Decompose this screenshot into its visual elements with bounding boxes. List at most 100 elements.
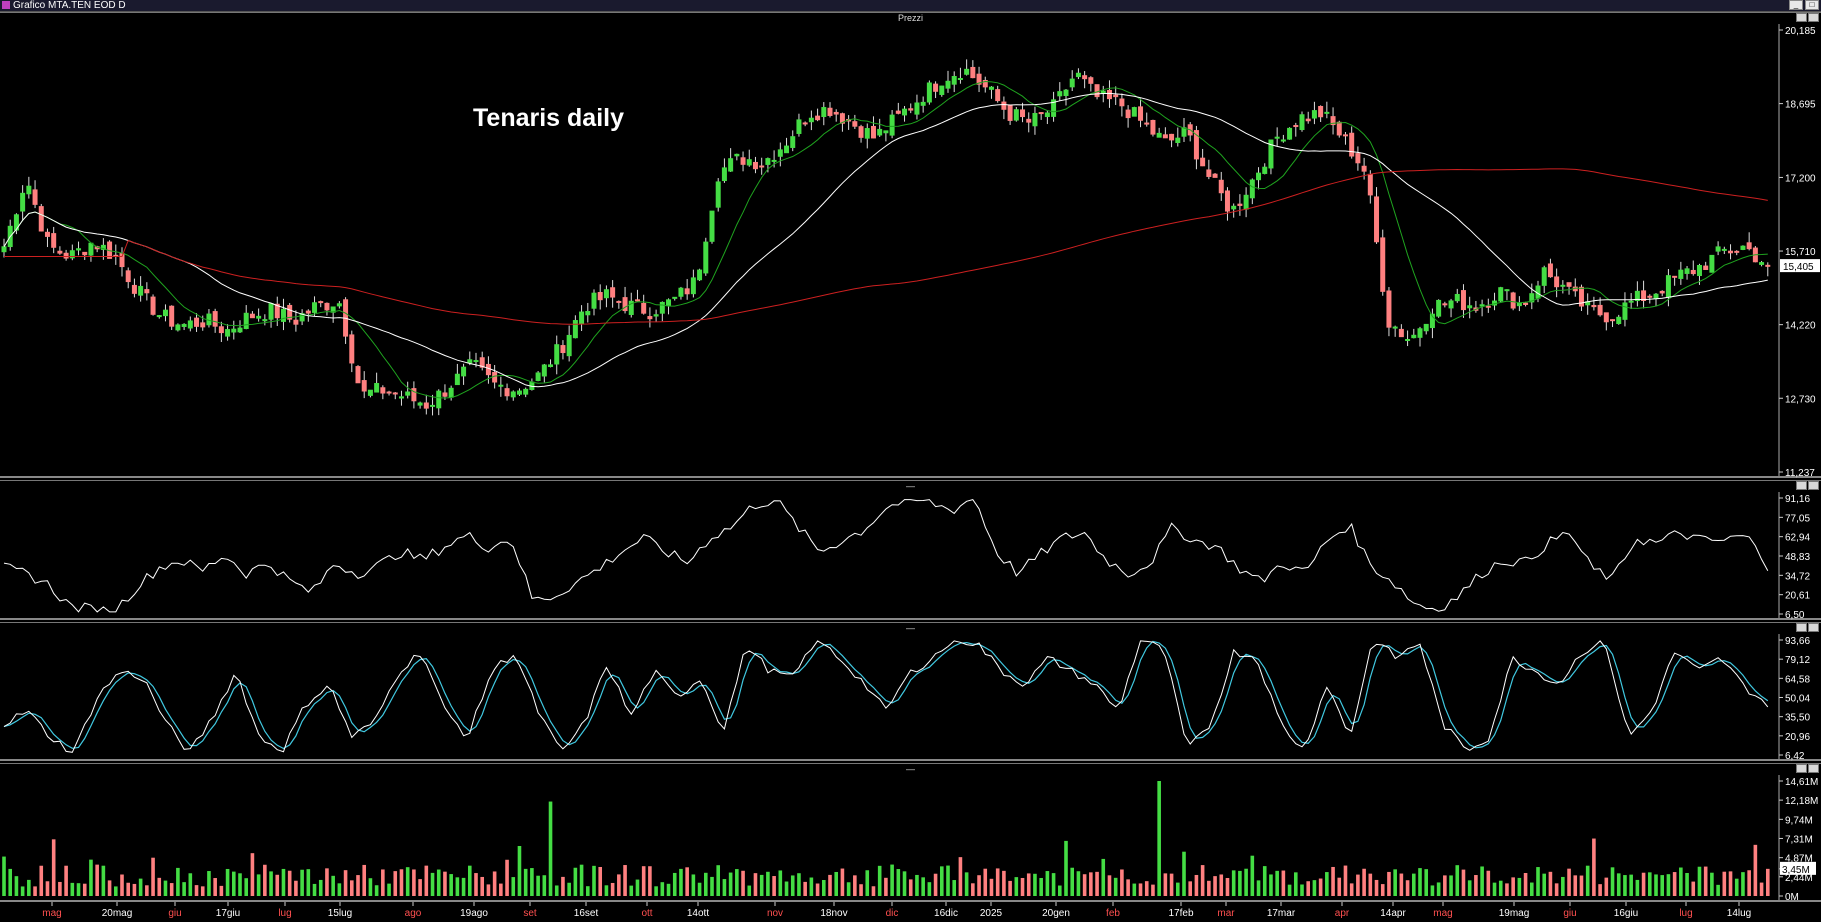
volume-bar <box>1269 874 1273 896</box>
candle-body <box>1634 290 1640 302</box>
candle-body <box>535 372 541 381</box>
volume-bar <box>1498 880 1503 896</box>
volume-bar <box>1523 873 1528 896</box>
volume-bar <box>120 874 124 896</box>
candle-body <box>467 359 473 364</box>
volume-bar <box>958 857 963 896</box>
pane-maximize-button[interactable] <box>1808 13 1819 22</box>
candle-body <box>1013 109 1019 121</box>
volume-bar <box>244 878 249 896</box>
last-price-label: 15,405 <box>1783 262 1814 273</box>
candle-body <box>1578 286 1584 307</box>
candle-body <box>1342 134 1348 137</box>
volume-bar <box>1716 884 1720 896</box>
candle-body <box>653 314 659 317</box>
volume-bar <box>908 879 913 896</box>
volume-bar <box>1312 880 1317 896</box>
volume-bar <box>1635 879 1640 896</box>
candle-body <box>1547 263 1553 278</box>
volume-bar <box>1480 866 1484 896</box>
volume-bar <box>1449 875 1453 896</box>
volume-bar <box>554 885 559 896</box>
volume-bar <box>877 865 882 896</box>
candle-body <box>1026 118 1032 123</box>
volume-bar <box>337 883 342 896</box>
volume-bar <box>1045 871 1050 896</box>
volume-bar <box>548 801 553 896</box>
rsi-axis-label: 77,05 <box>1785 513 1810 524</box>
price-axis-label: 15,710 <box>1785 247 1816 258</box>
maximize-button[interactable]: □ <box>1805 0 1819 10</box>
volume-bar <box>399 869 404 896</box>
x-axis-label: 14ott <box>687 908 709 919</box>
candle-body <box>1523 302 1529 305</box>
pane-maximize-button[interactable] <box>1808 623 1819 632</box>
pane-maximize-button[interactable] <box>1808 481 1819 490</box>
pane-minimize-button[interactable] <box>1796 764 1807 773</box>
pane-maximize-button[interactable] <box>1808 764 1819 773</box>
volume-bar <box>1579 875 1584 896</box>
volume-bar <box>772 876 776 896</box>
price-pane-controls <box>1796 13 1819 22</box>
volume-bar <box>1356 874 1360 896</box>
x-axis-label: lug <box>1679 908 1692 919</box>
candle-body <box>256 315 262 319</box>
volume-bar <box>1467 880 1472 896</box>
candle-body <box>852 121 858 127</box>
candle-body <box>162 309 168 317</box>
candle-body <box>1020 109 1026 118</box>
candle-body <box>1224 190 1230 212</box>
volume-bar <box>865 870 870 896</box>
volume-bar <box>1064 840 1068 896</box>
candle-body <box>63 252 69 259</box>
pane-minimize-button[interactable] <box>1796 481 1807 490</box>
pane-minimize-button[interactable] <box>1796 623 1807 632</box>
candle-body <box>262 319 268 322</box>
volume-bar <box>1281 870 1286 896</box>
volume-bar <box>393 871 398 896</box>
candle-body <box>1063 89 1069 96</box>
chart-title: Tenaris daily <box>473 104 624 132</box>
pane-minimize-button[interactable] <box>1796 13 1807 22</box>
volume-bar <box>101 865 106 896</box>
candle-body <box>908 108 914 111</box>
volume-bar <box>219 885 224 896</box>
volume-bar <box>1126 879 1130 896</box>
volume-bar <box>27 879 31 896</box>
candle-body <box>461 366 467 377</box>
candle-body <box>1628 300 1634 303</box>
volume-bar <box>1399 873 1404 896</box>
volume-bar <box>20 886 25 896</box>
volume-bar <box>331 875 335 896</box>
candle-body <box>1696 264 1702 277</box>
x-axis-label: lug <box>278 908 291 919</box>
candle-body <box>268 303 274 320</box>
volume-bar <box>946 865 950 896</box>
candle-body <box>1299 114 1305 131</box>
volume-bar <box>1256 880 1261 896</box>
volume-bar <box>1691 881 1696 896</box>
candle-body <box>982 79 988 88</box>
stoch-axis-label: 79,12 <box>1785 655 1810 666</box>
volume-bar <box>1604 877 1609 896</box>
candle-body <box>392 392 398 395</box>
stoch-axis-label: 35,50 <box>1785 713 1810 724</box>
volume-bar <box>523 868 528 896</box>
candle-body <box>597 292 603 301</box>
stoch-axis-label: 20,96 <box>1785 732 1810 743</box>
volume-bar <box>1113 877 1118 896</box>
candle-body <box>1237 203 1243 206</box>
stoch-axis-label: 64,58 <box>1785 674 1810 685</box>
candle-body <box>175 324 181 331</box>
minimize-button[interactable]: _ <box>1789 0 1803 10</box>
volume-bar <box>474 873 478 896</box>
candle-body <box>417 402 423 406</box>
x-axis-label: apr <box>1335 908 1350 919</box>
candle-body <box>1181 127 1187 137</box>
candle-body <box>69 250 75 259</box>
volume-bar <box>45 881 50 896</box>
x-axis-label: mar <box>1217 908 1235 919</box>
candle-body <box>628 300 634 315</box>
x-axis-label: 18nov <box>820 908 847 919</box>
